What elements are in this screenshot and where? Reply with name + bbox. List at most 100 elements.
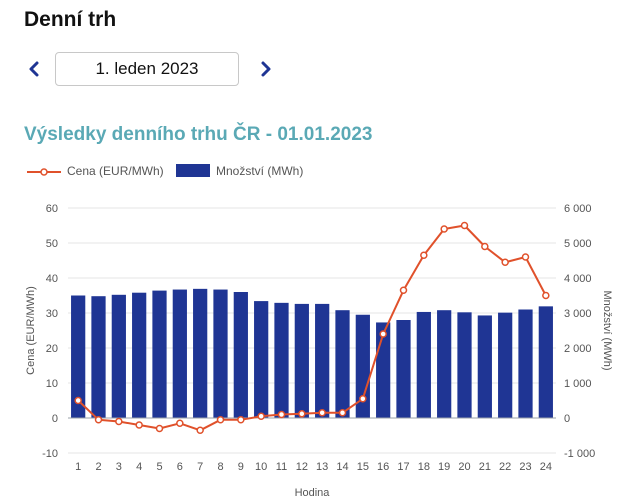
y-tick-right: 4 000 [564,273,592,285]
price-point [155,424,164,433]
chevron-right-icon[interactable] [254,58,276,80]
y-tick-left: 0 [52,413,58,425]
price-point [74,396,82,405]
x-tick-label: 16 [377,461,389,473]
bar-quantity [437,310,452,418]
y-tick-left: 60 [46,203,58,215]
price-point [237,416,245,424]
x-tick-label: 22 [499,461,511,473]
price-point [379,330,387,338]
chart-title: Výsledky denního trhu ČR - 01.01.2023 [24,124,373,145]
price-point [359,395,367,403]
x-tick-label: 11 [276,461,287,473]
bar-quantity [71,295,86,418]
bar-quantity [132,292,147,418]
price-point [135,421,143,429]
bar-quantity [416,311,431,418]
y-tick-right: 1 000 [564,378,592,390]
x-tick-label: 10 [255,461,267,473]
x-tick-label: 2 [95,461,101,473]
price-point [318,409,326,417]
price-point [94,416,103,424]
bar-quantity [111,294,126,418]
price-point [521,253,530,261]
bar-quantity [396,320,411,418]
date-field[interactable]: 1. leden 2023 [55,52,239,86]
x-tick-label: 4 [136,461,142,473]
bar-quantity [152,290,167,418]
bar-quantity [294,303,309,418]
bar-quantity [213,289,228,418]
bar-swatch-icon [176,164,210,177]
combo-chart: -10 -1 000 0 0 10 1 000 20 2 000 30 3 000 40 4 000 5… [25,203,613,499]
price-point [257,412,265,420]
bar-quantity [335,310,350,418]
x-axis-label: Hodina [295,487,331,499]
legend-label-price: Cena (EUR/MWh) [67,164,164,178]
bar-quantity [457,312,472,418]
bar-quantity [91,296,106,418]
x-tick-label: 6 [177,461,183,473]
x-tick-label: 17 [397,461,409,473]
price-point [277,410,286,419]
y-tick-right: 0 [564,413,570,425]
y-tick-right: 6 000 [564,203,592,215]
legend-label-quantity: Množství (MWh) [216,164,304,178]
x-tick-label: 3 [116,461,122,473]
y-axis-label-right: Množství (MWh) [601,290,613,370]
line-marker-icon [27,168,61,176]
x-tick-label: 15 [357,461,369,473]
price-point [542,291,550,300]
y-tick-left: 50 [46,238,58,250]
x-tick-label: 20 [458,461,470,473]
y-tick-right: 3 000 [564,308,592,320]
y-tick-left: -10 [42,448,58,460]
bar-quantity [538,306,553,418]
y-tick-left: 40 [46,273,58,285]
x-tick-label: 19 [438,461,450,473]
price-point [399,286,408,294]
price-point [481,242,489,251]
x-tick-label: 14 [336,461,348,473]
page-title: Denní trh [24,8,117,31]
x-tick-label: 5 [156,461,162,473]
x-tick-label: 1 [75,461,81,473]
bar-quantity [172,289,187,418]
y-tick-left: 10 [46,378,58,390]
y-tick-right: -1 000 [564,448,595,460]
price-point [176,419,184,427]
price-point [298,410,306,418]
y-tick-right: 2 000 [564,343,592,355]
price-point [196,426,204,434]
price-point [501,258,509,266]
legend-item-price[interactable]: Cena (EUR/MWh) [27,163,167,179]
y-tick-left: 30 [46,308,58,320]
price-point [216,416,225,424]
date-navigator: 1. leden 2023 [24,52,284,88]
price-point [460,221,469,230]
price-point [338,409,347,417]
bar-quantity [518,309,533,418]
chevron-left-icon[interactable] [24,58,46,80]
price-point [440,225,448,233]
x-tick-label: 24 [540,461,552,473]
x-tick-label: 18 [418,461,430,473]
x-tick-label: 8 [217,461,223,473]
x-tick-label: 9 [238,461,244,473]
x-tick-label: 13 [316,461,328,473]
y-tick-right: 5 000 [564,238,592,250]
bar-quantity [254,301,269,418]
price-point [115,417,123,426]
y-tick-left: 20 [46,343,58,355]
price-line [77,224,547,432]
bar-quantity [315,303,330,418]
bar-quantity [498,312,513,418]
bar-quantity [355,314,370,418]
bar-quantity [233,292,248,418]
bar-quantity [274,302,289,418]
bar-quantity [477,315,492,418]
x-tick-label: 7 [197,461,203,473]
legend-item-quantity[interactable]: Množství (MWh) [176,163,316,179]
y-axis-label-left: Cena (EUR/MWh) [25,286,37,375]
x-tick-label: 23 [519,461,531,473]
